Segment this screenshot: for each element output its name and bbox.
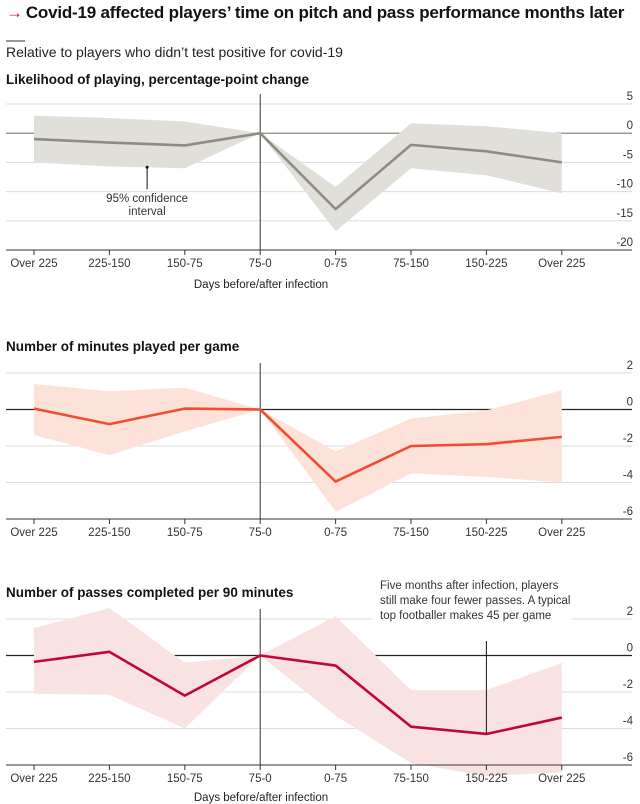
y-tick-label: -15 [616, 208, 633, 220]
panel-title: Likelihood of playing, percentage-point … [6, 72, 310, 87]
x-tick-label: 75-0 [249, 527, 272, 539]
panel-title: Number of minutes played per game [6, 339, 240, 354]
x-axis-label: Days before/after infection [194, 792, 328, 804]
chart-title-text: Covid-19 affected players’ time on pitch… [25, 3, 625, 22]
y-tick-label: 2 [627, 360, 633, 372]
arrow-icon: → [6, 3, 23, 22]
chart-subtitle: Relative to players who didn’t test posi… [6, 44, 343, 60]
x-tick-label: Over 225 [10, 773, 57, 785]
y-tick-label: 2 [627, 606, 633, 618]
confidence-band [34, 608, 562, 776]
x-tick-label: Over 225 [538, 258, 585, 270]
x-tick-label: 75-150 [393, 258, 429, 270]
y-tick-label: 0 [627, 643, 633, 655]
annotation-bg [372, 575, 572, 625]
x-tick-label: 75-0 [249, 773, 272, 785]
x-tick-label: Over 225 [538, 527, 585, 539]
x-tick-label: 0-75 [324, 527, 347, 539]
x-tick-label: Over 225 [538, 773, 585, 785]
x-axis-label: Days before/after infection [194, 279, 328, 291]
x-tick-label: 75-0 [249, 258, 272, 270]
y-tick-label: -2 [623, 433, 633, 445]
y-tick-label: -6 [623, 752, 633, 764]
y-tick-label: 5 [627, 91, 633, 103]
x-tick-label: 225-150 [88, 527, 130, 539]
x-tick-label: 150-225 [465, 773, 507, 785]
panel-title: Number of passes completed per 90 minute… [6, 585, 293, 600]
x-tick-label: 150-75 [167, 258, 203, 270]
y-tick-label: 0 [627, 120, 633, 132]
estimate-line [33, 131, 562, 211]
x-tick-label: 0-75 [324, 258, 347, 270]
x-tick-label: Over 225 [10, 258, 57, 270]
y-tick-label: -4 [623, 470, 634, 482]
y-tick-label: -20 [616, 237, 633, 249]
x-tick-label: 75-150 [393, 773, 429, 785]
y-tick-label: 0 [627, 397, 633, 409]
x-tick-label: 0-75 [324, 773, 347, 785]
annotation-text: Five months after infection, players [380, 580, 559, 592]
x-tick-label: 150-75 [167, 527, 203, 539]
x-tick-label: 225-150 [88, 773, 130, 785]
x-tick-label: 150-225 [465, 527, 507, 539]
confidence-band [34, 383, 562, 512]
estimate-line [33, 650, 563, 736]
x-tick-label: 225-150 [88, 258, 130, 270]
y-tick-label: -5 [623, 149, 633, 161]
y-tick-label: -6 [623, 506, 633, 518]
annotation-text: interval [129, 206, 166, 218]
x-tick-label: 150-225 [465, 258, 507, 270]
x-tick-label: 75-150 [393, 527, 429, 539]
estimate-line [33, 407, 562, 483]
chart-title: → Covid-19 affected players’ time on pitc… [6, 3, 624, 23]
x-tick-label: 150-75 [167, 773, 203, 785]
y-tick-label: -4 [623, 716, 634, 728]
chart-panel-1: Likelihood of playing, percentage-point … [6, 72, 633, 291]
subtitle-rule [6, 40, 25, 42]
x-tick-label: Over 225 [10, 527, 57, 539]
annotation-text: top footballer makes 45 per game [380, 610, 551, 622]
annotation-text: still make four fewer passes. A typical [380, 595, 570, 607]
chart-panel-2: Number of minutes played per game 2 0 -2 -4 -… [6, 339, 634, 539]
chart-panel-3: Number of passes completed per 90 minute… [6, 575, 634, 804]
y-tick-label: -2 [623, 679, 633, 691]
annotation-text: 95% confidence [106, 193, 188, 205]
y-tick-label: -10 [616, 179, 633, 191]
